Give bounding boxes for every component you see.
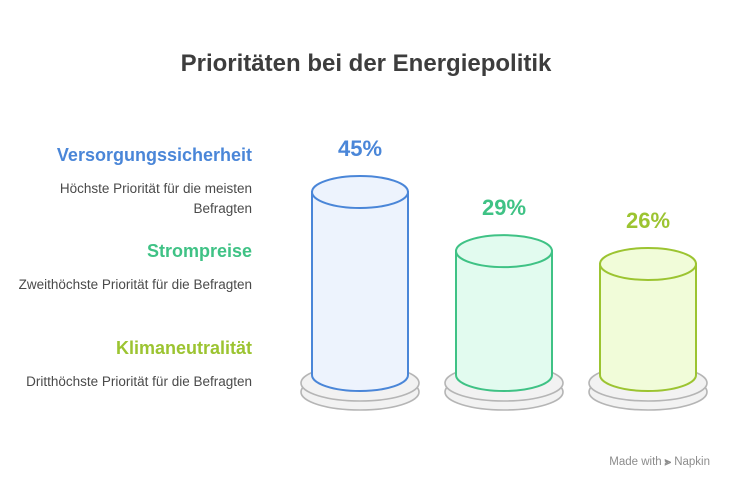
footer: Made with ⪢ Napkin [609, 456, 710, 469]
bar-2 [455, 250, 553, 392]
value-label-3: 26% [626, 208, 670, 233]
legend-desc-2: Zweithöchste Priorität für die Befragten [18, 277, 252, 292]
napkin-logo-icon: ⪢ [664, 456, 672, 468]
legend-name-3: Klimaneutralität [115, 338, 252, 358]
legend-desc-1: Höchste Priorität für die meisten Befrag… [59, 181, 252, 216]
bar-3 [599, 262, 697, 392]
legend-item-3: Klimaneutralität Dritthöchste Priorität … [0, 338, 252, 392]
legend-name-1: Versorgungssicherheit [56, 145, 252, 165]
bar-top-2 [455, 234, 553, 269]
legend-item-2: Strompreise Zweithöchste Priorität für d… [0, 241, 252, 295]
legend-desc-3: Dritthöchste Priorität für die Befragten [26, 374, 252, 389]
legend-name-2: Strompreise [146, 241, 252, 261]
bar-top-3 [599, 246, 697, 281]
legend-item-1: Versorgungssicherheit Höchste Priorität … [0, 145, 252, 219]
made-with-label: Made with [609, 456, 662, 468]
bar-1 [311, 191, 409, 392]
chart-title: Prioritäten bei der Energiepolitik [180, 50, 552, 77]
bar-top-1 [311, 175, 409, 209]
value-label-1: 45% [338, 136, 382, 161]
value-label-2: 29% [482, 195, 526, 220]
napkin-brand: Napkin [674, 456, 710, 468]
